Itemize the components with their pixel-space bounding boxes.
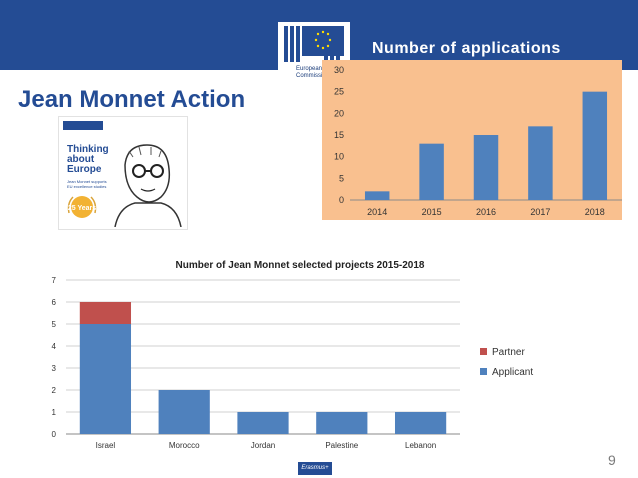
european-commission-logo: European Commission	[278, 22, 350, 84]
ec-building-icon	[284, 26, 344, 62]
ec-logo-text: European Commission	[296, 66, 330, 79]
poster-logo	[63, 121, 103, 130]
chart2-x-tick: Israel	[96, 441, 116, 450]
chart2-bar-partner	[79, 302, 132, 324]
poster-strip	[59, 117, 187, 135]
main-title: Jean Monnet Action	[18, 86, 246, 113]
chart1-y-tick: 10	[334, 152, 344, 162]
chart1-y-tick: 0	[339, 195, 344, 205]
applications-chart: 0 5 10 15 20 25 30 2014 2015 2016 2017 2018	[322, 60, 622, 220]
slide-heading: Number of applications	[372, 40, 561, 57]
chart2-bar-applicant	[394, 412, 447, 434]
chart1-x-tick: 2014	[367, 207, 387, 217]
chart2-y-tick: 3	[52, 364, 57, 373]
chart1-bar	[582, 91, 608, 200]
chart2-x-tick: Morocco	[169, 441, 200, 450]
legend-label-applicant: Applicant	[492, 367, 533, 378]
chart1-y-tick: 15	[334, 130, 344, 140]
chart1-bar	[473, 135, 499, 200]
chart1-x-tick: 2018	[585, 207, 605, 217]
chart2-x-tick: Palestine	[325, 441, 358, 450]
poster-badge-text: 25 Years	[68, 205, 96, 212]
chart2-bar-applicant	[158, 390, 210, 434]
chart2-bar-applicant	[237, 412, 289, 434]
jean-monnet-poster: Thinking about Europe Jean Monnet suppor…	[58, 116, 188, 230]
chart1-x-tick: 2015	[422, 207, 442, 217]
anniversary-badge-icon: 25 Years	[67, 196, 96, 218]
selected-projects-chart: Number of Jean Monnet selected projects …	[52, 260, 534, 450]
chart2-bar-applicant	[79, 324, 132, 434]
chart1-bar	[364, 191, 390, 200]
chart2-title: Number of Jean Monnet selected projects …	[176, 260, 425, 271]
legend-label-partner: Partner	[492, 347, 525, 358]
chart2-y-tick: 1	[52, 408, 57, 417]
poster-caption: Jean Monnet supports EU excellence studi…	[67, 179, 107, 189]
chart2-y-tick: 7	[52, 276, 57, 285]
chart2-y-tick: 5	[52, 320, 57, 329]
poster-headline: Thinking about Europe	[67, 144, 109, 175]
chart1-bar	[419, 143, 444, 200]
erasmus-logo: Erasmus+	[298, 462, 332, 475]
legend-swatch-applicant	[480, 368, 487, 375]
chart1-y-tick: 20	[334, 108, 344, 118]
chart2-y-tick: 2	[52, 386, 57, 395]
portrait-sketch-icon	[114, 144, 182, 227]
chart2-y-tick: 4	[52, 342, 57, 351]
chart2-x-tick: Jordan	[251, 441, 275, 450]
chart1-x-tick: 2016	[476, 207, 496, 217]
chart2-x-tick: Lebanon	[405, 441, 436, 450]
chart1-y-tick: 30	[334, 65, 344, 75]
chart1-x-tick: 2017	[530, 207, 550, 217]
chart2-y-tick: 6	[52, 298, 57, 307]
chart2-bar-applicant	[316, 412, 368, 434]
chart2-y-tick: 0	[52, 430, 57, 439]
chart1-bar	[528, 126, 553, 200]
chart1-y-tick: 5	[339, 173, 344, 183]
legend-swatch-partner	[480, 348, 487, 355]
chart1-y-tick: 25	[334, 87, 344, 97]
page-number: 9	[608, 452, 616, 468]
